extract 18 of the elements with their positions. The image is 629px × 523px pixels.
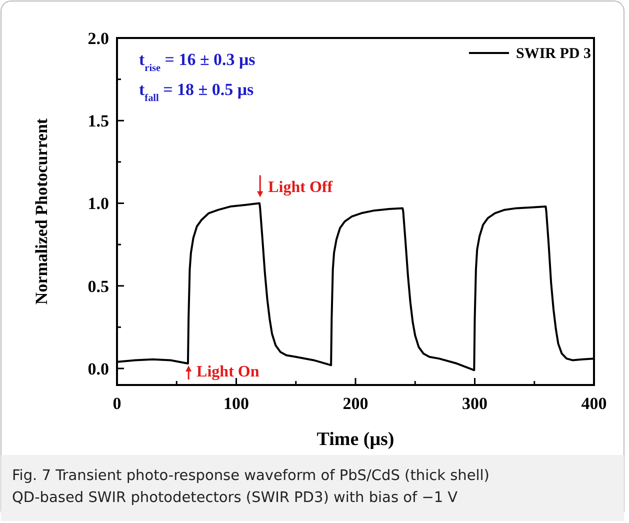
annotation: t$_{fall}$ = 18 ± 0.5 μs (139, 80, 254, 104)
y-tick-label: 0.5 (88, 276, 109, 296)
x-tick-label: 0 (112, 394, 122, 413)
legend-label: SWIR PD 3 (516, 46, 592, 62)
annotation: Light Off (268, 179, 334, 196)
text: 0.0 (88, 359, 109, 378)
y-tick-label: 1.0 (88, 194, 109, 214)
annotation: t$_{rise}$ = 16 ± 0.3 μs (139, 50, 256, 74)
y-axis-title: Normalized Photocurrent (32, 118, 51, 305)
y-tick-label: 2.0 (88, 29, 109, 48)
y-tick-label: 1.5 (88, 112, 109, 131)
annotation: Light On (196, 364, 260, 381)
x-axis-title: Time (μs) (316, 429, 394, 450)
caption: Fig. 7 Transient photo-response waveform of PbS/CdS (thick shell) QD-based SWIR photodetectors (SWIR PD3) with bias of −1 V (12, 468, 490, 506)
x-tick-label: 100 (224, 394, 249, 413)
x-tick-label: 400 (581, 394, 607, 413)
x-tick-label: 300 (462, 394, 488, 413)
x-tick-label: 200 (342, 394, 368, 413)
